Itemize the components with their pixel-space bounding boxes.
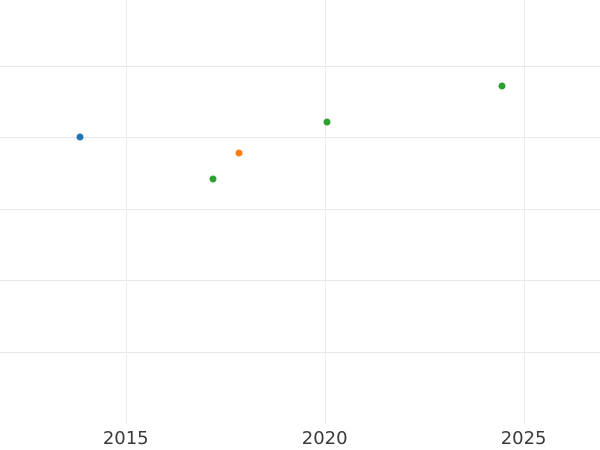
x-tick-label: 2015: [102, 428, 149, 449]
vertical-gridline: [523, 0, 525, 424]
horizontal-gridline: [0, 280, 600, 282]
horizontal-gridline: [0, 351, 600, 353]
horizontal-gridline: [0, 65, 600, 67]
vertical-gridline: [324, 0, 326, 424]
data-point-series-green: [209, 175, 217, 183]
horizontal-gridline: [0, 137, 600, 139]
x-tick-label: 2025: [500, 428, 547, 449]
vertical-gridline: [125, 0, 127, 424]
plot-area: [0, 0, 600, 424]
data-point-series-orange: [235, 149, 243, 157]
data-point-series-green: [498, 82, 506, 90]
data-point-series-green: [323, 118, 331, 126]
data-point-series-blue: [76, 133, 84, 141]
horizontal-gridline: [0, 208, 600, 210]
x-tick-label: 2020: [301, 428, 348, 449]
